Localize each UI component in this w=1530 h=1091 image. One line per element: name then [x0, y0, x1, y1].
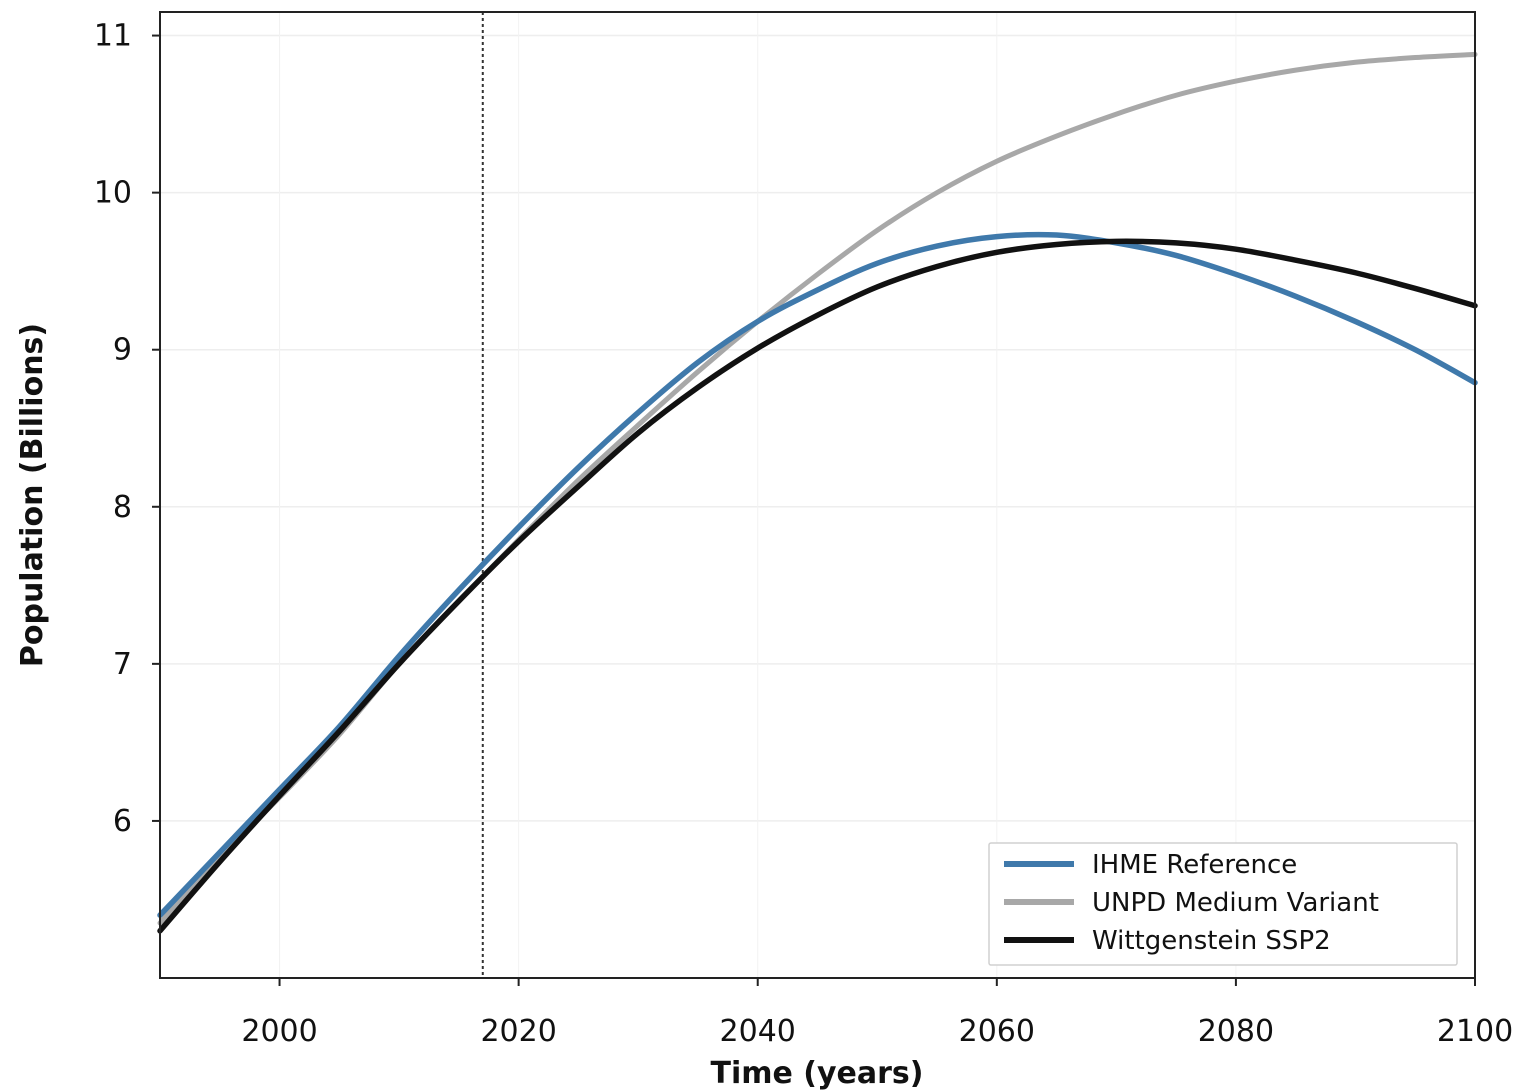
- grid: [160, 12, 1476, 978]
- y-tick-label-8: 8: [113, 490, 132, 525]
- legend-label-wittgenstein-ssp2: Wittgenstein SSP2: [1092, 926, 1331, 956]
- series-line-wittgenstein-ssp2: [157, 238, 1478, 934]
- x-tick-label-2000: 2000: [241, 1014, 317, 1049]
- x-tick-label-2100: 2100: [1437, 1014, 1513, 1049]
- legend: IHME Reference UNPD Medium Variant Wittg…: [988, 842, 1458, 966]
- x-tick-label-2020: 2020: [480, 1014, 556, 1049]
- legend-label-ihme-reference: IHME Reference: [1092, 850, 1297, 880]
- x-tick-label-2080: 2080: [1198, 1014, 1274, 1049]
- legend-box: [988, 842, 1458, 966]
- y-axis-label: Population (Billions): [15, 323, 50, 667]
- plot-frame: [159, 11, 1476, 979]
- y-tick-label-11: 11: [94, 19, 132, 54]
- legend-label-unpd-medium-variant: UNPD Medium Variant: [1092, 888, 1379, 918]
- series-layer: [157, 51, 1478, 934]
- y-tick-label-9: 9: [113, 333, 132, 368]
- axes: 6 7 8 9 10 11 2000 2020 2040 2060 2080 2100: [94, 19, 1513, 1049]
- x-tick-label-2060: 2060: [959, 1014, 1035, 1049]
- y-tick-label-7: 7: [113, 647, 132, 682]
- x-axis-label: Time (years): [710, 1056, 923, 1091]
- x-tick-label-2040: 2040: [720, 1014, 796, 1049]
- y-tick-label-6: 6: [113, 804, 132, 839]
- y-tick-label-10: 10: [94, 176, 132, 211]
- series-line-ihme-reference: [157, 231, 1478, 918]
